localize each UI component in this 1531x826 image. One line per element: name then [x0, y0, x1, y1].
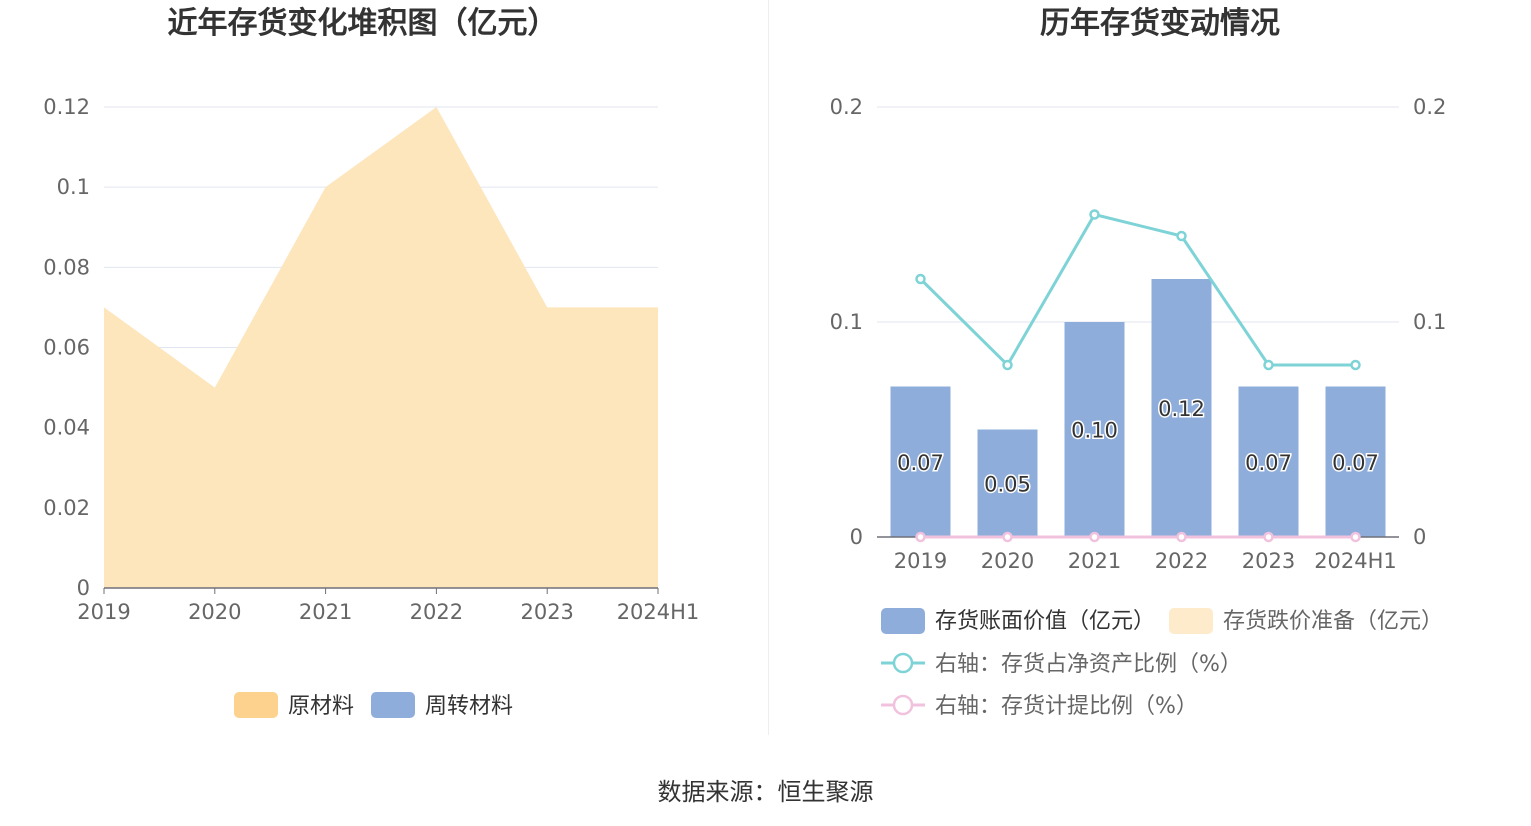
bar [1325, 386, 1386, 537]
bar [1151, 279, 1212, 537]
line-point [1176, 230, 1187, 242]
line-point [1350, 531, 1361, 543]
y-tick-label: 0.06 [43, 336, 90, 360]
line-series [919, 212, 1356, 368]
x-tick-label: 2023 [1242, 549, 1295, 573]
x-tick-label: 2019 [77, 600, 130, 624]
x-tick-label: 2022 [410, 600, 463, 624]
x-tick-label: 2019 [894, 549, 947, 573]
data-source-note: 数据来源：恒生聚源 [657, 778, 874, 806]
x-tick-label: 2022 [1155, 549, 1208, 573]
left-chart-title: 近年存货变化堆积图（亿元） [167, 6, 558, 41]
legend-label: 原材料 [288, 694, 354, 719]
area-series-1 [104, 107, 658, 588]
x-tick-label: 2024H1 [617, 600, 700, 624]
x-tick-label: 2023 [520, 600, 573, 624]
bar-value-label: 0.10 [1071, 419, 1118, 443]
legend-label: 存货账面价值（亿元） [935, 609, 1155, 634]
legend-marker [892, 652, 914, 674]
x-tick-label: 2021 [299, 600, 352, 624]
line-point [1350, 359, 1361, 371]
x-tick-label: 2020 [188, 600, 241, 624]
line-point [1089, 531, 1100, 543]
legend-marker [892, 694, 914, 716]
bar-value-label: 0.12 [1158, 397, 1205, 421]
legend-swatch [371, 692, 415, 718]
y-tick-label: 0.08 [43, 255, 90, 279]
legend-swatch [881, 608, 925, 634]
line-point [1176, 531, 1187, 543]
bar [1238, 386, 1299, 537]
legend-label: 右轴：存货计提比例（%） [935, 694, 1198, 719]
line-point [1263, 531, 1274, 543]
bar [890, 386, 951, 537]
bar-value-label: 0.07 [1332, 451, 1379, 475]
bar-value-label: 0.07 [897, 451, 944, 475]
left-chart-legend: 原材料 周转材料 [234, 692, 513, 719]
x-tick-label: 2021 [1068, 549, 1121, 573]
bar-value-label: 0.07 [1245, 451, 1292, 475]
panel-divider [768, 0, 769, 735]
legend-label: 存货跌价准备（亿元） [1223, 609, 1443, 634]
x-tick-label: 2024H1 [1314, 549, 1397, 573]
legend-swatch [234, 692, 278, 718]
bar [977, 429, 1038, 537]
y-tick-label: 0.1 [57, 175, 90, 199]
y-tick-label: 0 [77, 576, 90, 600]
left-y-tick-label: 0.1 [830, 310, 863, 334]
legend-swatch [1169, 608, 1213, 634]
y-tick-label: 0.02 [43, 496, 90, 520]
right-chart-legend: 存货账面价值（亿元） 存货跌价准备（亿元） 右轴：存货占净资产比例（%） 右轴：存货计… [881, 608, 1443, 719]
left-area-chart: 0 0.02 0.04 0.06 0.08 0.1 0.12 2019 2020 2021 2022… [43, 95, 699, 624]
line-point [1002, 531, 1013, 543]
legend-label: 右轴：存货占净资产比例（%） [935, 652, 1242, 677]
right-y-tick-label: 0.1 [1413, 310, 1446, 334]
bar [1064, 322, 1125, 537]
left-y-tick-label: 0 [850, 525, 863, 549]
y-tick-label: 0.12 [43, 95, 90, 119]
line-point [915, 273, 926, 285]
right-bar-line-chart: 0 0.1 0.2 0 0.1 0.2 0.07 0.05 0.10 0.12 0.07 0.07 20… [830, 95, 1447, 573]
right-y-tick-label: 0 [1413, 525, 1426, 549]
right-chart-title: 历年存货变动情况 [1040, 6, 1280, 41]
bar-value-label: 0.05 [984, 472, 1031, 496]
line-point [1263, 359, 1274, 371]
right-y-tick-label: 0.2 [1413, 95, 1446, 119]
line-point [915, 531, 926, 543]
line-point [1089, 209, 1100, 220]
line-point [1002, 359, 1013, 371]
y-tick-label: 0.04 [43, 416, 90, 440]
x-tick-label: 2020 [981, 549, 1034, 573]
legend-label: 周转材料 [425, 694, 513, 719]
left-y-tick-label: 0.2 [830, 95, 863, 119]
